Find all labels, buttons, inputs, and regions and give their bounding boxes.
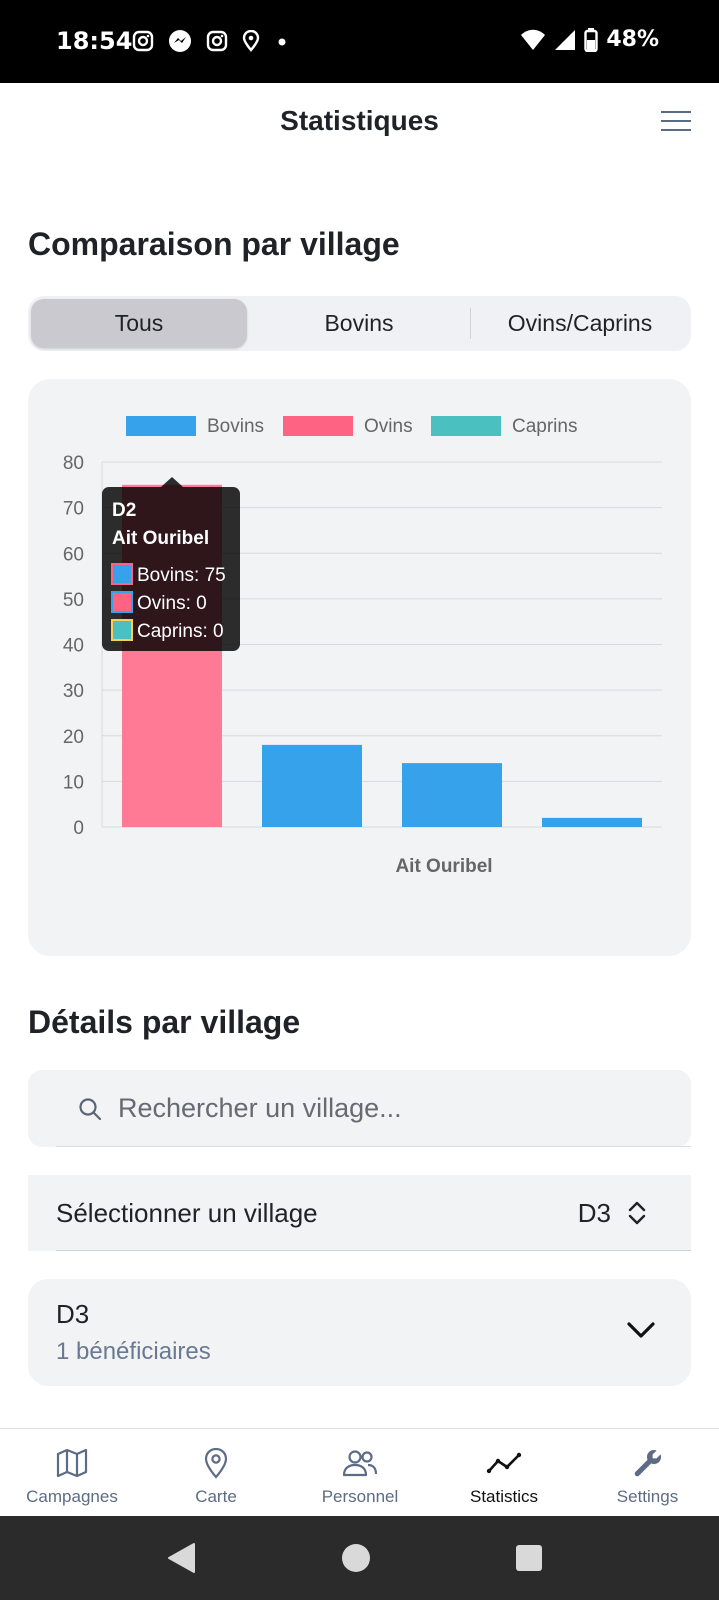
status-bar: 18:54 48% (0, 0, 719, 83)
segment-bovins[interactable]: Bovins (324, 310, 394, 336)
tooltip-subtitle: Ait Ouribel (112, 528, 209, 549)
y-tick-label: 0 (73, 818, 84, 839)
bar (542, 817, 642, 827)
segmented-control: Tous Bovins Ovins/Caprins (28, 296, 691, 351)
y-tick-label: 30 (63, 681, 84, 702)
trend-line-icon (486, 1452, 522, 1474)
tooltip-line: Bovins: 75 (137, 565, 226, 586)
battery-percent: 48% (606, 27, 659, 52)
y-tick-label: 40 (63, 636, 84, 657)
notification-icons (132, 29, 290, 53)
nav-label-settings: Settings (616, 1487, 679, 1506)
village-name: D3 (56, 1299, 90, 1329)
recents-button[interactable] (516, 1545, 542, 1576)
map-icon (56, 1448, 88, 1478)
tooltip-swatch (111, 619, 133, 641)
wifi-icon (521, 29, 546, 50)
home-circle-icon (342, 1544, 370, 1572)
tooltip-line: Caprins: 0 (137, 621, 224, 642)
instagram-icon (132, 30, 154, 52)
chevron-down-icon[interactable] (625, 1319, 657, 1341)
y-tick-label: 50 (63, 590, 84, 611)
instagram-icon (206, 30, 228, 52)
y-tick-label: 80 (63, 453, 84, 474)
wrench-icon (634, 1450, 661, 1477)
tooltip-box (102, 487, 240, 651)
system-nav-bar (0, 1516, 719, 1600)
search-box (28, 1070, 691, 1147)
village-select[interactable]: Sélectionner un village D3 (28, 1175, 691, 1251)
tooltip-line: Ovins: 0 (137, 593, 207, 614)
back-button[interactable] (166, 1542, 196, 1579)
recents-square-icon (516, 1545, 542, 1571)
legend-label-ovins: Ovins (364, 416, 413, 437)
tooltip-swatch (111, 563, 133, 585)
segment-divider (470, 308, 471, 339)
chevron-up-down-icon (628, 1201, 646, 1225)
village-beneficiaires: 1 bénéficiaires (56, 1338, 211, 1365)
y-tick-label: 20 (63, 727, 84, 748)
nav-label-personnel: Personnel (321, 1487, 399, 1506)
legend-label-caprins: Caprins (512, 416, 577, 437)
select-underline (56, 1250, 691, 1251)
y-tick-label: 70 (63, 499, 84, 520)
legend-swatch-caprins (431, 416, 501, 436)
search-icon (79, 1098, 102, 1121)
nav-label-carte: Carte (195, 1487, 237, 1506)
location-icon (242, 30, 260, 52)
back-triangle-icon (168, 1543, 195, 1573)
tooltip-caret (161, 477, 183, 487)
y-tick-label: 10 (63, 772, 84, 793)
page-title: Statistiques (280, 105, 439, 136)
nav-statistics[interactable]: Statistics (432, 1429, 576, 1517)
segment-tous[interactable]: Tous (31, 299, 247, 348)
messenger-icon (169, 30, 191, 52)
nav-personnel[interactable]: Personnel (288, 1429, 432, 1517)
search-input[interactable] (118, 1070, 678, 1147)
bar (402, 763, 502, 827)
legend-label-bovins: Bovins (207, 416, 264, 437)
status-right: 48% (520, 27, 659, 52)
hamburger-menu-icon[interactable] (661, 109, 695, 135)
select-label: Sélectionner un village (56, 1198, 318, 1228)
comparison-title: Comparaison par village (28, 226, 400, 262)
nav-label-campagnes: Campagnes (26, 1487, 118, 1506)
map-pin-icon (204, 1447, 228, 1479)
details-title: Détails par village (28, 1004, 301, 1040)
nav-campagnes[interactable]: Campagnes (0, 1429, 144, 1517)
village-card[interactable]: D3 1 bénéficiaires (28, 1279, 691, 1386)
signal-icon (555, 29, 576, 50)
legend-swatch-ovins (283, 416, 353, 436)
status-time: 18:54 (56, 27, 133, 55)
bar-chart[interactable]: Bovins Ovins Caprins 0 10 20 30 40 50 60 70 80 Ait O… (28, 379, 691, 956)
nav-settings[interactable]: Settings (576, 1429, 719, 1517)
select-value: D3 (577, 1198, 611, 1228)
chart-card: Bovins Ovins Caprins 0 10 20 30 40 50 60 70 80 Ait O… (28, 379, 691, 956)
tooltip-swatch (111, 591, 133, 613)
nav-label-statistics: Statistics (469, 1487, 539, 1506)
bottom-nav: Campagnes Carte Personnel Statistics Set… (0, 1428, 719, 1516)
legend-swatch-bovins (126, 416, 196, 436)
x-tick-label: Ait Ouribel (395, 856, 492, 877)
home-button[interactable] (341, 1543, 371, 1578)
app-header: Statistiques (0, 83, 719, 163)
users-icon (342, 1450, 378, 1477)
battery-icon (584, 27, 599, 52)
y-tick-label: 60 (63, 544, 84, 565)
bar (262, 744, 362, 827)
segment-ovins-caprins[interactable]: Ovins/Caprins (507, 310, 653, 336)
dot-icon (278, 38, 286, 46)
search-underline (56, 1146, 691, 1147)
nav-carte[interactable]: Carte (144, 1429, 288, 1517)
tooltip-title: D2 (112, 500, 136, 521)
